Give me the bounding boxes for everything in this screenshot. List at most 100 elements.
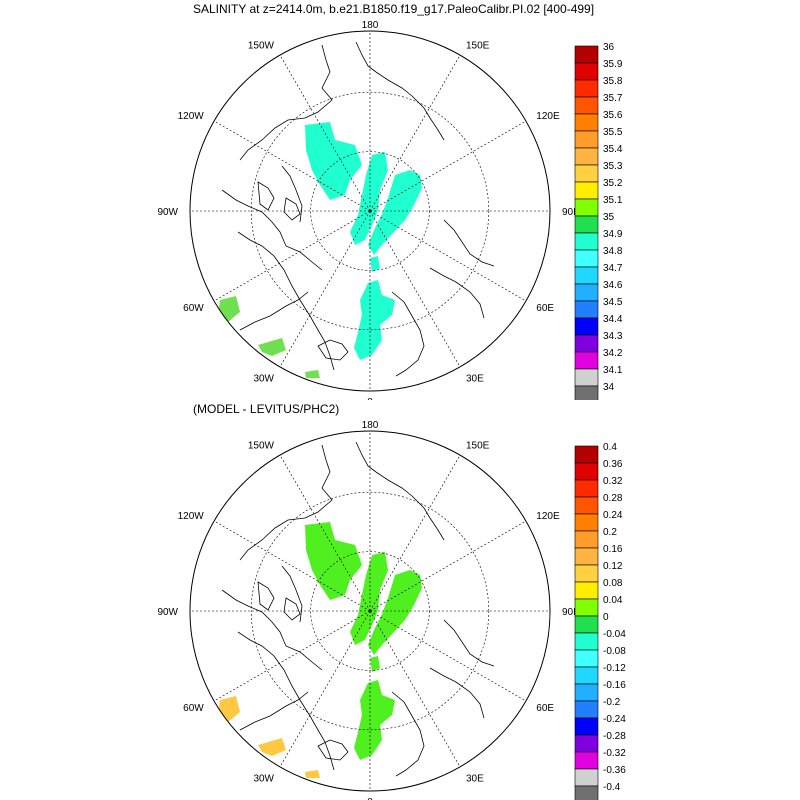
longitude-label: 90E (562, 607, 580, 618)
field-region (350, 152, 388, 245)
longitude-label: 60E (536, 303, 554, 314)
longitude-label: 120W (178, 111, 205, 122)
colorbar-label: 0.36 (603, 459, 623, 470)
coastline-layer (221, 41, 495, 377)
longitude-label: 30E (466, 373, 484, 384)
colorbar-label: 35.3 (603, 161, 623, 172)
field-region (370, 256, 380, 272)
longitude-label: 150W (248, 41, 275, 52)
colorbar-swatch (574, 462, 599, 481)
meridian-line (369, 610, 527, 702)
meridian-line (369, 120, 527, 212)
coastline (237, 231, 335, 371)
coastline (239, 291, 309, 331)
colorbar-label: -0.36 (603, 765, 626, 776)
colorbar-swatch (574, 530, 599, 549)
colorbar-swatch (574, 666, 599, 685)
colorbar-label: 0.4 (603, 442, 617, 453)
longitude-label: 90W (157, 207, 178, 218)
colorbar-swatch (574, 564, 599, 583)
colorbar-swatch (574, 181, 599, 200)
coastline (257, 181, 275, 211)
map-boundary (189, 30, 551, 392)
colorbar-label: 35.1 (603, 195, 623, 206)
meridian-line (279, 54, 371, 212)
colorbar-swatch (574, 215, 599, 234)
longitude-label: 120W (178, 511, 205, 522)
colorbar-swatch (574, 334, 599, 353)
coastline (221, 189, 323, 271)
coastline (239, 444, 333, 561)
colorbar-swatch (574, 479, 599, 498)
field-region-corner (305, 770, 320, 778)
colorbar-swatch (574, 751, 599, 770)
colorbar-swatch (574, 598, 599, 617)
latitude-circle (250, 491, 490, 731)
colorbar-swatch (574, 768, 599, 787)
colorbar-label: 0.04 (603, 595, 623, 606)
longitude-label: 180 (362, 420, 379, 431)
colorbar-swatch (574, 785, 599, 800)
colorbar-label: -0.28 (603, 731, 626, 742)
coastline (355, 441, 445, 541)
colorbar-swatch (574, 249, 599, 268)
colorbar-swatch (574, 445, 599, 464)
longitude-label: 120E (536, 511, 560, 522)
colorbar-swatch (574, 45, 599, 64)
map-field-layer (218, 522, 422, 778)
colorbar-swatch (574, 496, 599, 515)
coastline (355, 41, 445, 141)
colorbar-label: -0.08 (603, 646, 626, 657)
meridian-line (369, 210, 461, 368)
field-region-corner (218, 296, 240, 322)
meridian-line (213, 210, 371, 302)
colorbar-label: 34 (603, 382, 615, 393)
coastline (221, 589, 323, 671)
colorbar-label: -0.12 (603, 663, 626, 674)
colorbar-label: -0.04 (603, 629, 626, 640)
field-region (350, 552, 388, 645)
longitude-label: 150E (466, 41, 490, 52)
colorbar-label: 0.2 (603, 527, 617, 538)
field-region-corner (258, 338, 286, 356)
coastline (257, 581, 275, 611)
colorbar-swatch (574, 513, 599, 532)
map-field-layer (218, 122, 422, 378)
field-region-corner (218, 696, 240, 722)
coastline (429, 267, 485, 319)
coastline (443, 219, 495, 267)
coastline (283, 597, 301, 621)
colorbar-label: 34.3 (603, 331, 623, 342)
field-region (354, 280, 395, 360)
field-region-corner (305, 370, 320, 378)
colorbar-swatch (574, 147, 599, 166)
latitude-circle (250, 91, 490, 331)
colorbar-swatch (574, 96, 599, 115)
coastline (281, 565, 303, 623)
meridian-line (279, 210, 371, 368)
colorbar-swatch (574, 351, 599, 370)
colorbar-swatch (574, 385, 599, 400)
panel-title-salinity: SALINITY at z=2414.0m, b.e21.B1850.f19_g… (193, 2, 595, 16)
longitude-label: 30W (253, 773, 274, 784)
longitude-label: 120E (536, 111, 560, 122)
colorbar-label: 0 (603, 612, 609, 623)
longitude-label: 150W (248, 441, 275, 452)
meridian-line (213, 120, 371, 212)
meridian-line (213, 610, 371, 702)
coastline-layer (221, 441, 495, 777)
field-region (370, 656, 380, 672)
field-region (368, 570, 422, 655)
colorbar-label: -0.2 (603, 697, 621, 708)
field-region (368, 170, 422, 255)
salinity-colorbar: 36 35.9 35.8 35.7 35.6 35.5 35.4 35.3 35.2 35.1 35… (574, 42, 623, 400)
field-region (305, 522, 362, 600)
colorbar-swatch (574, 283, 599, 302)
colorbar-label: -0.32 (603, 748, 626, 759)
colorbar-swatch (574, 581, 599, 600)
colorbar-swatch (574, 368, 599, 387)
coastline (443, 619, 495, 667)
longitude-label: 60W (183, 303, 204, 314)
latitude-circle (310, 551, 430, 671)
colorbar-swatch (574, 130, 599, 149)
